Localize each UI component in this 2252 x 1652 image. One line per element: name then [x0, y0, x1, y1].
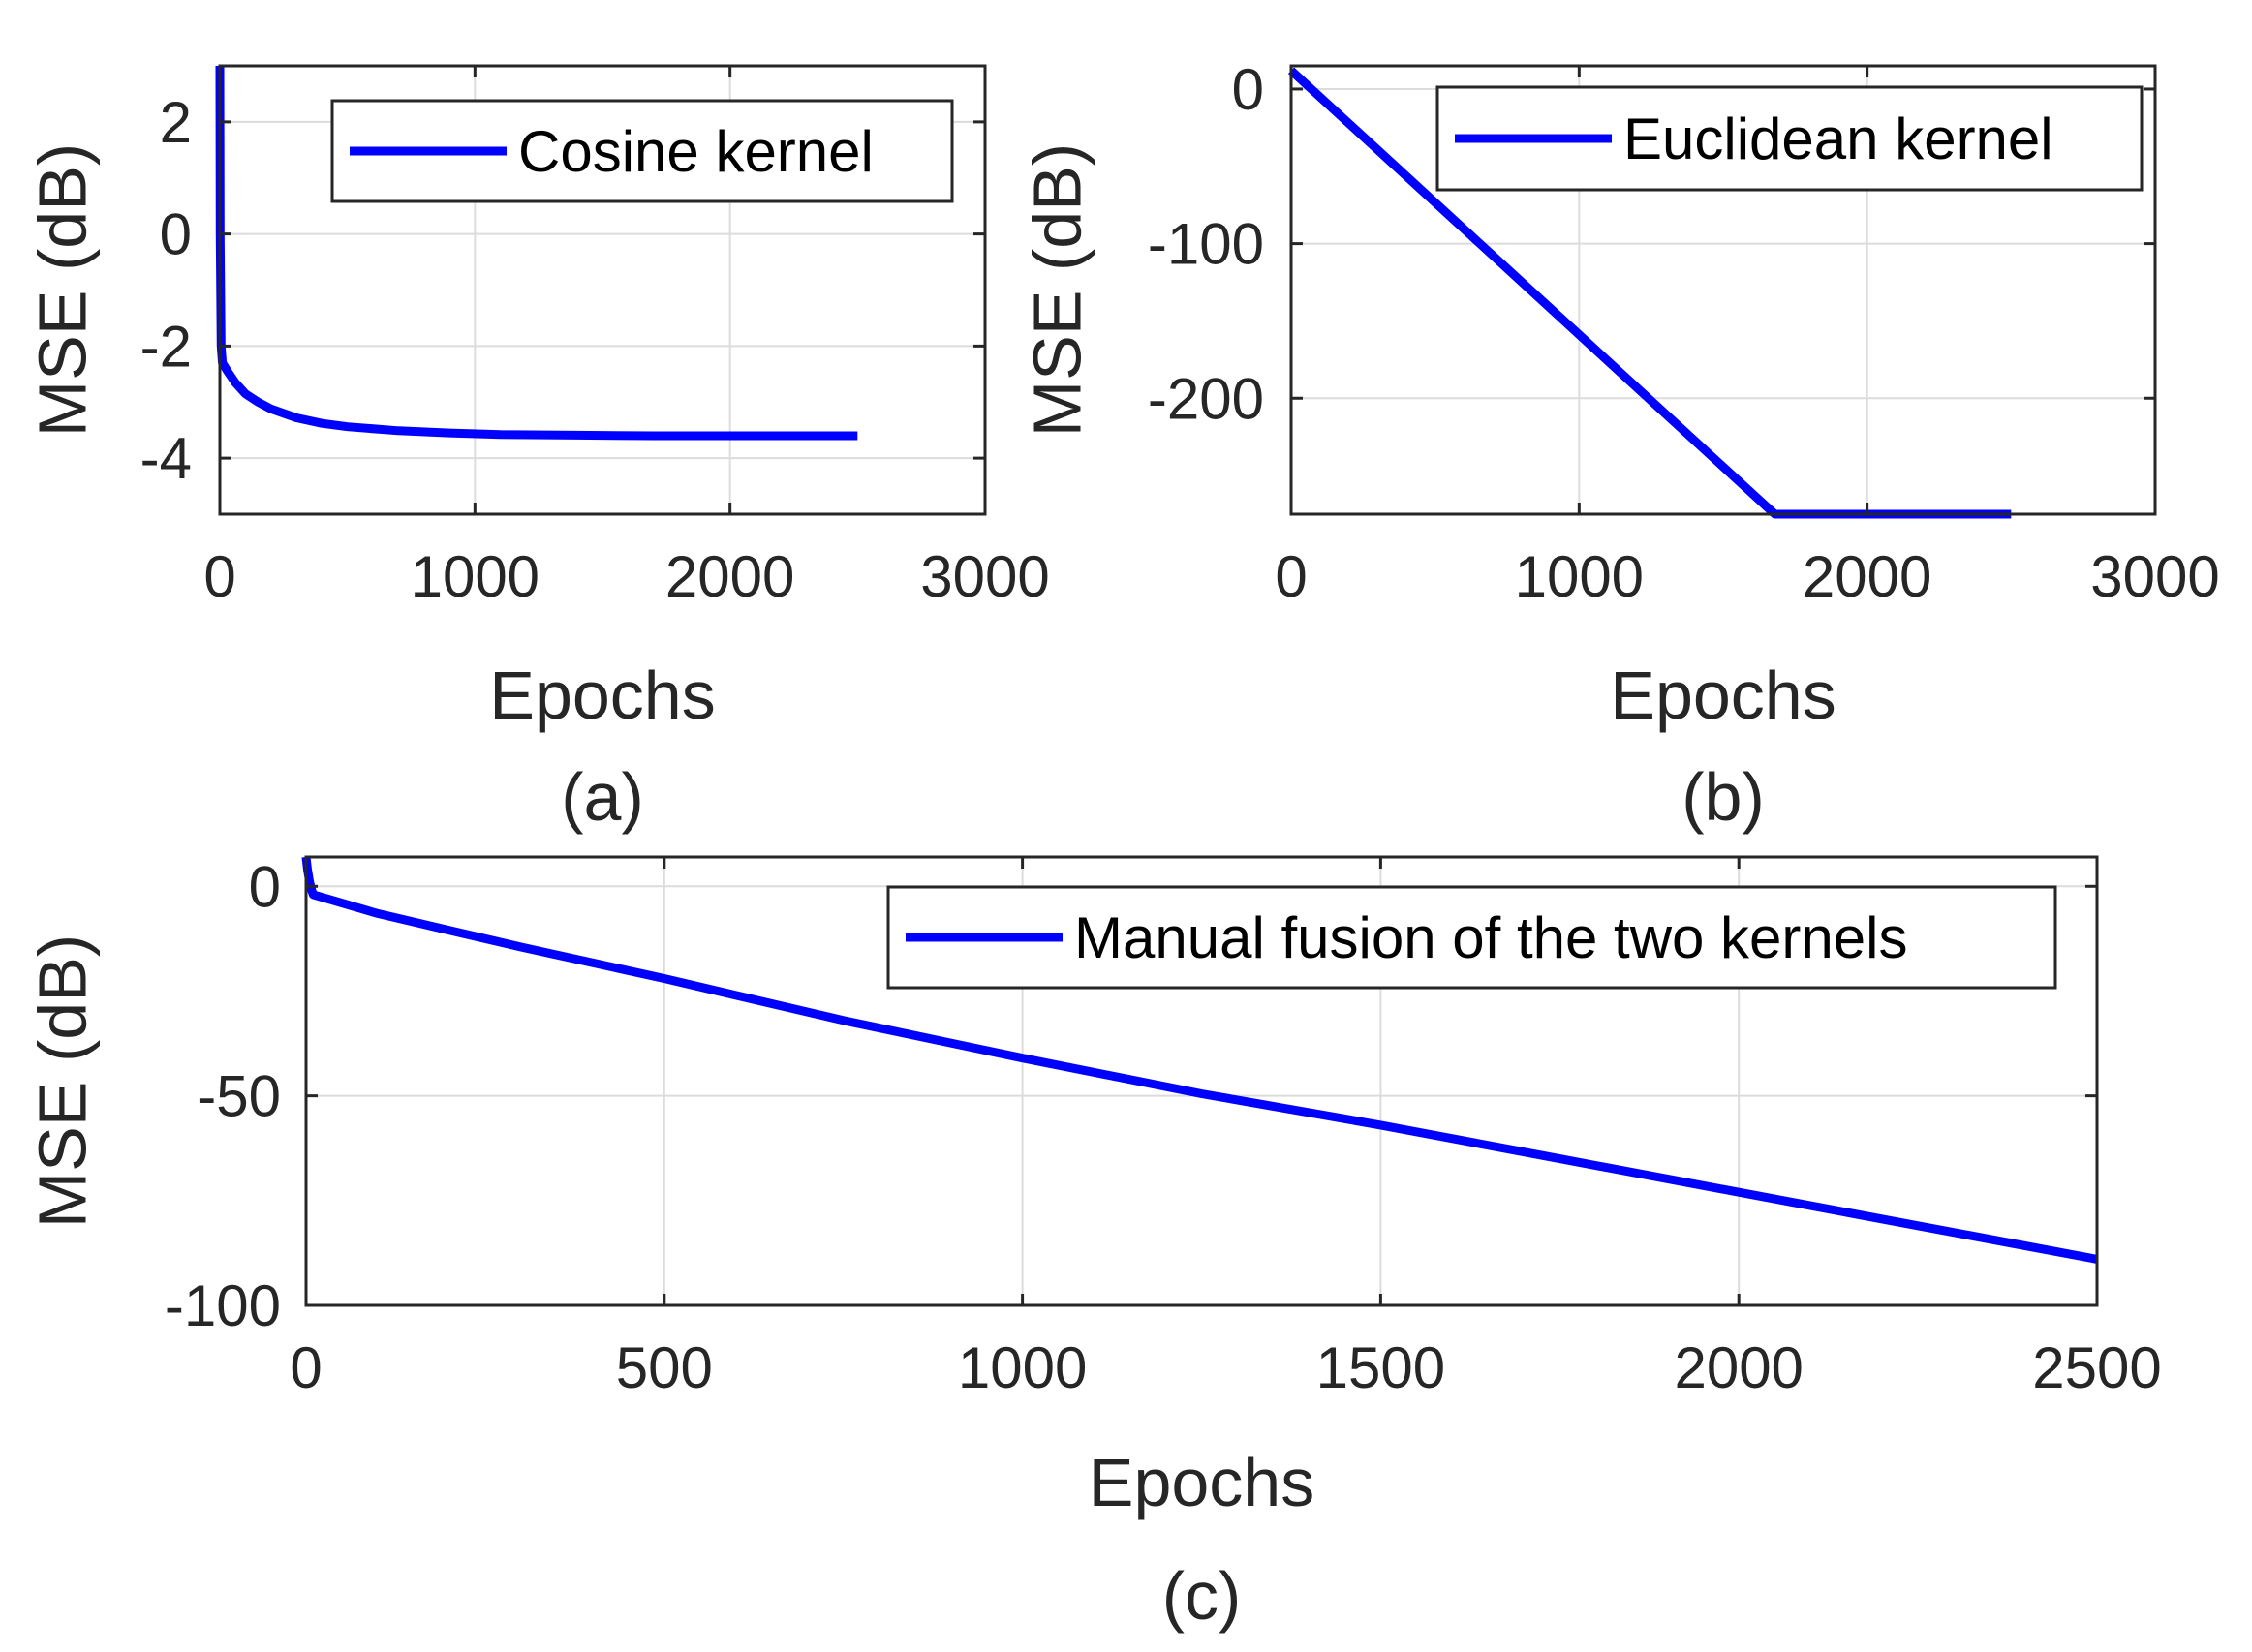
x-tick-label: 1500 — [1316, 1335, 1445, 1400]
legend-box — [886, 885, 2057, 990]
y-tick-label: -50 — [197, 1064, 281, 1129]
x-axis-label: Epochs — [1089, 1445, 1314, 1520]
x-tick-label: 2500 — [2032, 1335, 2161, 1400]
axes-box — [218, 64, 987, 516]
series-line — [301, 856, 2098, 1264]
x-tick-label: 2000 — [1674, 1335, 1803, 1400]
x-tick-label: 1000 — [1515, 544, 1644, 609]
x-tick-label: 500 — [616, 1335, 713, 1400]
panel-caption: (b) — [1681, 759, 1765, 835]
x-tick-label: 1000 — [411, 544, 540, 609]
x-tick-label: 0 — [1275, 544, 1307, 609]
panel-caption: (a) — [561, 759, 644, 835]
tick-layer: 0 1000 2000 3000 2 0 -2 -4 — [140, 66, 1050, 609]
chart-panel-c: 0 500 1000 1500 2000 2500 0 -50 -100 Manual fusi… — [24, 854, 2161, 1634]
series-layer — [301, 856, 2098, 1264]
x-tick-label: 1000 — [958, 1335, 1087, 1400]
chart-panel-a: 0 1000 2000 3000 2 0 -2 -4 Cosine kernel Epochs… — [24, 64, 1050, 835]
axes-box — [304, 855, 2099, 1307]
y-tick-label: -4 — [140, 426, 192, 491]
legend-entry: Manual fusion of the two kernels — [1074, 905, 1907, 970]
x-axis-label: Epochs — [1610, 658, 1836, 733]
y-axis-label: MSE (dB) — [24, 934, 100, 1228]
panel-caption: (c) — [1162, 1558, 1242, 1634]
y-axis-label: MSE (dB) — [24, 143, 100, 437]
x-tick-label: 0 — [203, 544, 235, 609]
x-tick-label: 3000 — [2090, 544, 2219, 609]
legend: Euclidean kernel — [1435, 85, 2144, 192]
x-tick-label: 2000 — [665, 544, 794, 609]
legend: Cosine kernel — [330, 99, 954, 203]
axes-box — [1289, 64, 2157, 516]
legend-entry: Cosine kernel — [518, 119, 874, 184]
x-axis-label: Epochs — [489, 658, 715, 733]
x-tick-label: 2000 — [1803, 544, 1931, 609]
series-line — [215, 65, 858, 441]
series-layer — [215, 65, 858, 441]
y-tick-label: 0 — [1232, 57, 1264, 122]
y-tick-label: -100 — [165, 1273, 281, 1338]
y-axis-label: MSE (dB) — [1019, 143, 1095, 437]
y-tick-label: -100 — [1148, 212, 1264, 277]
legend: Manual fusion of the two kernels — [886, 885, 2057, 990]
y-tick-label: -2 — [140, 314, 192, 379]
y-tick-label: -200 — [1148, 366, 1264, 431]
y-tick-label: 0 — [160, 202, 192, 267]
tick-layer: 0 500 1000 1500 2000 2500 0 -50 -100 — [165, 854, 2162, 1400]
x-tick-label: 0 — [290, 1335, 322, 1400]
y-tick-label: 2 — [160, 90, 192, 155]
tick-layer: 0 1000 2000 3000 0 -100 -200 — [1148, 57, 2220, 609]
y-tick-label: 0 — [249, 854, 281, 919]
legend-entry: Euclidean kernel — [1623, 107, 2053, 171]
x-tick-label: 3000 — [920, 544, 1049, 609]
